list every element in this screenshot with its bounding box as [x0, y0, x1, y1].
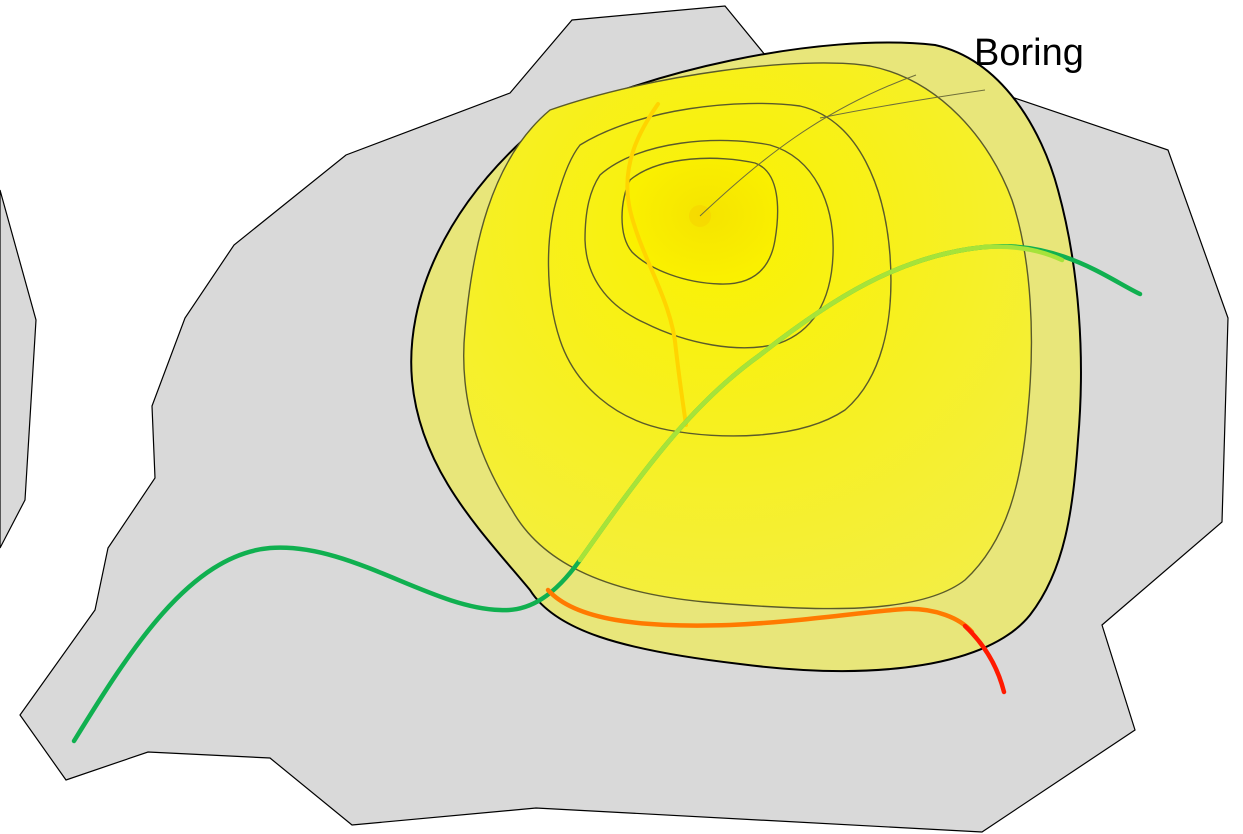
stream-yellow: [625, 102, 688, 427]
plume-contour-2: [547, 102, 892, 437]
stream-lime-segment: [577, 244, 1065, 563]
plume-contour-1: [463, 62, 1033, 610]
land-area-left: [0, 189, 37, 549]
plume-contour-3: [584, 139, 834, 349]
boring-leader-line-2: [819, 89, 986, 119]
boring-leader-line: [699, 74, 917, 217]
boring-label: Boring: [974, 32, 1084, 74]
stream-orange: [545, 587, 975, 635]
stream-red: [962, 623, 1007, 695]
